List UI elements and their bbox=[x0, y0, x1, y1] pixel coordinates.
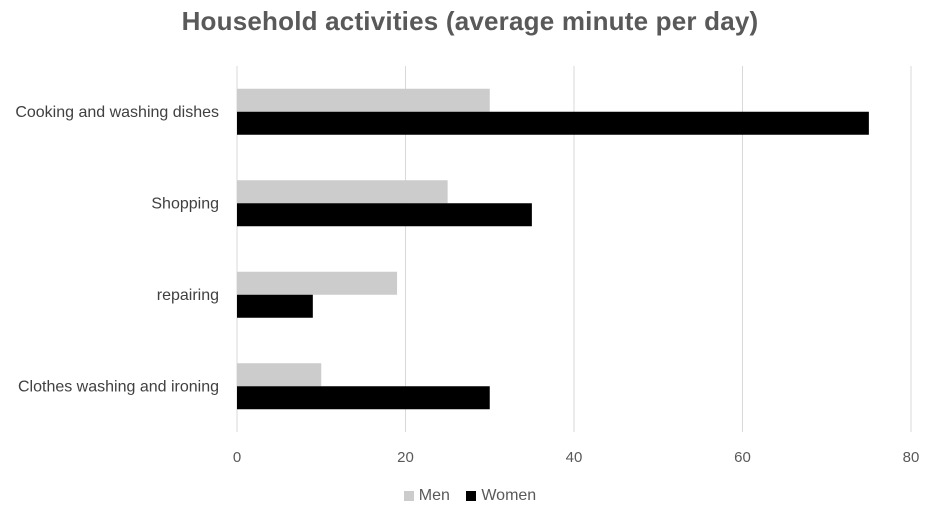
category-label: Clothes washing and ironing bbox=[18, 378, 219, 395]
bar-women-1 bbox=[237, 203, 532, 227]
bar-women-2 bbox=[237, 294, 313, 318]
x-tick-label-80: 80 bbox=[903, 449, 920, 466]
legend-label-men: Men bbox=[418, 487, 450, 504]
legend-item-women: Women bbox=[466, 487, 536, 505]
chart-title: Household activities (average minute per… bbox=[181, 6, 759, 36]
category-label: Shopping bbox=[151, 195, 219, 212]
x-tick-label-60: 60 bbox=[734, 449, 751, 466]
bar-men-3 bbox=[237, 363, 322, 387]
x-tick-label-0: 0 bbox=[233, 449, 241, 466]
bar-men-1 bbox=[237, 180, 448, 204]
legend-label-women: Women bbox=[481, 487, 537, 504]
category-label: Cooking and washing dishes bbox=[15, 104, 219, 121]
legend: Men Women bbox=[0, 487, 940, 506]
legend-swatch-women bbox=[466, 491, 477, 501]
category-label: repairing bbox=[157, 287, 219, 304]
x-tick-label-20: 20 bbox=[397, 449, 414, 466]
bar-men-0 bbox=[237, 88, 490, 112]
legend-swatch-men bbox=[403, 491, 414, 501]
legend-item-men: Men bbox=[403, 487, 450, 505]
bar-men-2 bbox=[237, 271, 398, 295]
bar-women-3 bbox=[237, 386, 490, 410]
x-tick-label-40: 40 bbox=[566, 449, 583, 466]
bar-women-0 bbox=[237, 111, 869, 135]
